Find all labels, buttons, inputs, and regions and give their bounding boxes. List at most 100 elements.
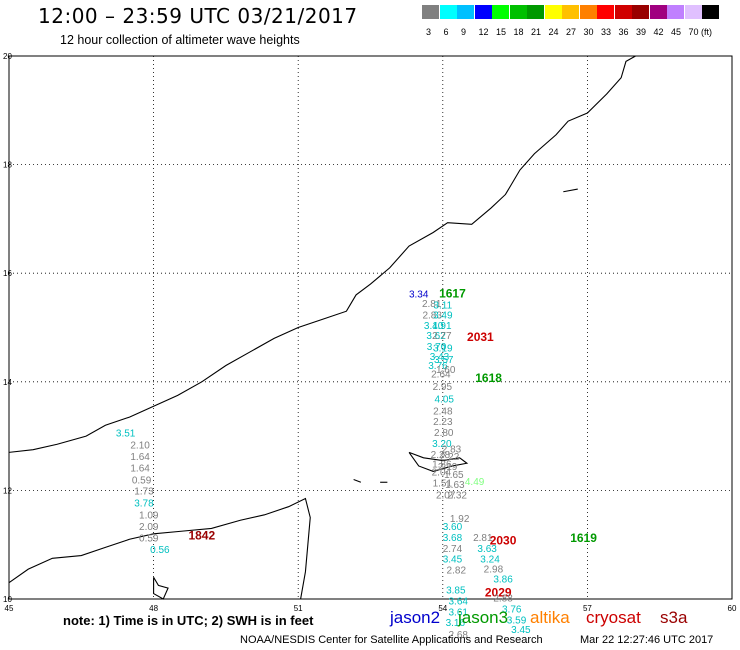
legend-label: 45 <box>671 27 682 37</box>
legend-label: 42 <box>653 27 664 37</box>
wave-height-value: 2.88 <box>493 594 513 605</box>
wave-height-value: 3.20 <box>432 439 452 450</box>
wave-height-value: 2.22 <box>440 452 460 463</box>
wave-height-value: 3.63 <box>477 544 497 555</box>
lat-lon-grid <box>8 55 733 600</box>
wave-height-value: 3.64 <box>448 596 468 607</box>
coastline-segment <box>563 188 578 193</box>
legend-label: 36 <box>618 27 629 37</box>
map-frame <box>8 55 733 600</box>
wave-height-value: 3.43 <box>430 352 450 363</box>
legend-label: 27 <box>566 27 577 37</box>
wave-height-value: 2.04 <box>432 468 452 479</box>
legend-swatch <box>544 5 562 19</box>
wave-height-value: 2.77 <box>432 331 452 342</box>
legend-label: 30 <box>583 27 594 37</box>
map-subtitle: 12 hour collection of altimeter wave hei… <box>60 33 300 47</box>
wave-height-value: 3.16 <box>446 618 466 629</box>
wave-height-value: 2.83 <box>442 444 462 455</box>
wave-height-value: 3.59 <box>507 615 527 626</box>
legend-label: 15 <box>496 27 507 37</box>
wave-height-value: 2.81 <box>422 299 442 310</box>
coastline-segment <box>8 55 636 453</box>
altimeter-values: 3.34 1617 1618 1619 4.49 2031 2030 2029 1842 2.81… <box>116 287 597 641</box>
wave-height-value: 3.24 <box>480 555 500 566</box>
wave-height-value: 2.19 <box>438 462 458 473</box>
wave-height-value: 2.80 <box>434 428 454 439</box>
legend-swatch <box>562 5 579 19</box>
legend-swatch <box>579 5 597 19</box>
legend-swatch <box>684 5 702 19</box>
wave-height-value: 2.23 <box>433 417 453 428</box>
legend-label: 24 <box>548 27 559 37</box>
wave-height-value: 2.32 <box>448 491 468 502</box>
wave-height-value: 2.74 <box>443 544 463 555</box>
legend-swatch <box>527 5 544 19</box>
legend-swatch <box>457 5 474 19</box>
coastline-segment <box>353 479 362 483</box>
wave-height-value: 2.10 <box>130 441 150 452</box>
lat-tick-label: 14 <box>3 378 12 387</box>
wave-height-value: 2.83 <box>422 310 442 321</box>
legend-swatch <box>474 5 492 19</box>
lat-tick-label: 10 <box>3 595 12 604</box>
legend-swatch <box>614 5 632 19</box>
wave-height-value: 3.19 <box>433 343 453 354</box>
wave-height-value: 1.64 <box>130 463 150 474</box>
pass-time-label: 2031 <box>467 330 494 344</box>
wave-height-value: 3.62 <box>426 331 446 342</box>
wave-height-value: 4.49 <box>465 477 485 488</box>
wave-height-value: 4.91 <box>432 321 452 332</box>
wave-height-value: 2.68 <box>448 630 468 641</box>
wave-height-value: 3.78 <box>134 499 154 510</box>
wave-height-value: 3.68 <box>443 533 463 544</box>
legend-swatch <box>632 5 649 19</box>
pass-time-label: 1617 <box>439 287 466 301</box>
wave-height-value: 3.57 <box>434 355 454 366</box>
lon-tick-label: 51 <box>294 604 303 613</box>
coastline-segment <box>408 451 469 472</box>
pass-time-label: 1842 <box>188 528 215 542</box>
wave-height-value: 0.59 <box>132 475 152 486</box>
wave-height-value: 1.65 <box>444 470 464 481</box>
wave-height-value: 3.70 <box>427 342 447 353</box>
coastline-segment <box>153 576 169 600</box>
wave-height-value: 3.76 <box>428 361 448 372</box>
coastline <box>8 55 636 600</box>
wave-height-value: 1.64 <box>130 452 150 463</box>
wave-height-value: 3.61 <box>448 607 468 618</box>
legend-label: 3 <box>426 27 432 37</box>
lon-tick-label: 54 <box>438 604 447 613</box>
legend-swatch <box>439 5 457 19</box>
wave-height-value: 2.28 <box>431 450 451 461</box>
wave-height-value: 3.11 <box>433 300 452 311</box>
pass-time-label: 1618 <box>475 371 502 385</box>
lon-tick-label: 45 <box>5 604 14 613</box>
wave-height-value: 4.05 <box>435 394 455 405</box>
lat-tick-label: 18 <box>3 161 12 170</box>
wave-height-value: 2.07 <box>436 491 456 502</box>
wave-height-value: 3.51 <box>116 429 136 440</box>
wave-height-value: 3.34 <box>409 290 429 301</box>
wave-height-value: 2.98 <box>484 564 504 575</box>
wave-height-value: 2.95 <box>433 382 453 393</box>
wave-height-value: 2.82 <box>447 565 467 576</box>
lat-tick-label: 12 <box>3 486 12 495</box>
wave-height-value: 3.76 <box>502 605 522 616</box>
lon-tick-label: 57 <box>583 604 592 613</box>
wave-height-value: 3.85 <box>446 586 466 597</box>
legend-swatch <box>667 5 684 19</box>
wave-height-value: 3.45 <box>511 625 531 636</box>
legend-label: 21 <box>531 27 542 37</box>
wave-height-value: 3.86 <box>493 575 513 586</box>
pass-time-label: 2030 <box>490 534 517 548</box>
legend-label: 70 <box>688 27 699 37</box>
legend-label: 9 <box>461 27 467 37</box>
legend-label: 39 <box>636 27 647 37</box>
legend-swatch <box>649 5 667 19</box>
wave-height-value: 0.56 <box>150 545 170 556</box>
coastline-segment <box>8 497 311 600</box>
legend-label: 33 <box>601 27 612 37</box>
